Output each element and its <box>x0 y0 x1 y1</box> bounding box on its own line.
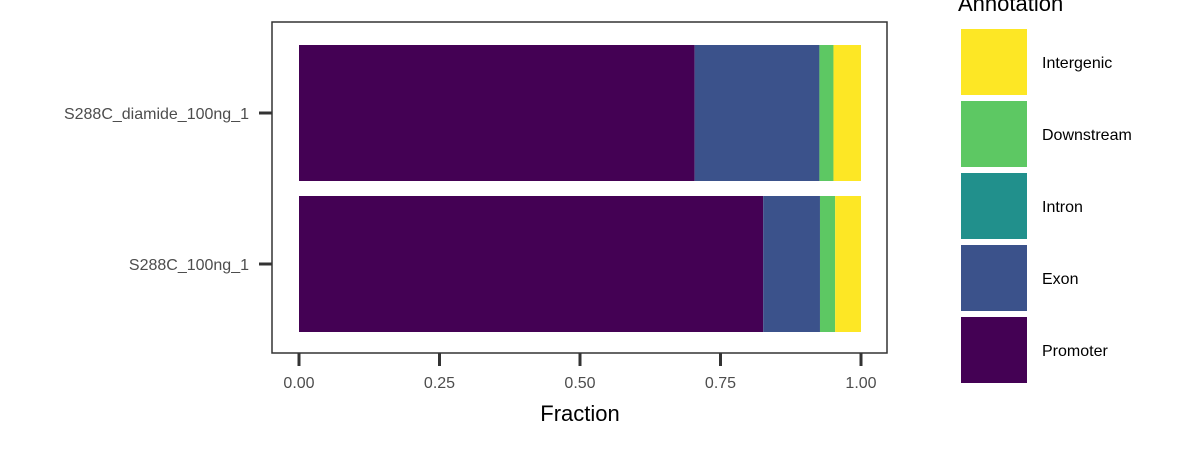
legend-swatch-promoter <box>961 317 1027 383</box>
legend-swatch-intron <box>961 173 1027 239</box>
y-tick-label: S288C_100ng_1 <box>129 257 249 274</box>
x-axis: 0.00 0.25 0.50 0.75 1.00 <box>283 353 877 392</box>
legend-label-promoter: Promoter <box>1042 343 1108 360</box>
bar-segment-downstream-2 <box>819 196 836 332</box>
bar-segment-promoter-2 <box>299 196 764 332</box>
bar-segment-exon-2 <box>763 196 820 332</box>
x-tick-label: 0.50 <box>564 375 595 392</box>
x-axis-title: Fraction <box>540 401 619 426</box>
bar-segment-downstream-1 <box>819 45 834 181</box>
legend-label-intron: Intron <box>1042 199 1083 216</box>
bar-segment-intergenic-2 <box>835 196 861 332</box>
legend-title: Annotation <box>958 0 1063 16</box>
legend-swatch-intergenic <box>961 29 1027 95</box>
x-tick-label: 0.00 <box>283 375 314 392</box>
bar-segment-exon-1 <box>694 45 820 181</box>
x-tick-label: 0.75 <box>705 375 736 392</box>
legend-label-downstream: Downstream <box>1042 127 1132 144</box>
legend-swatch-exon <box>961 245 1027 311</box>
legend: Annotation Intergenic Downstream Intron Exo… <box>958 0 1132 383</box>
bars-group <box>299 45 861 332</box>
x-tick-label: 1.00 <box>845 375 876 392</box>
y-axis: S288C_diamide_100ng_1 S288C_100ng_1 <box>64 106 272 274</box>
x-tick-label: 0.25 <box>424 375 455 392</box>
y-tick-label: S288C_diamide_100ng_1 <box>64 106 249 123</box>
legend-label-intergenic: Intergenic <box>1042 55 1112 72</box>
legend-label-exon: Exon <box>1042 271 1078 288</box>
legend-swatch-downstream <box>961 101 1027 167</box>
bar-segment-intergenic-1 <box>833 45 861 181</box>
bar-segment-promoter-1 <box>299 45 695 181</box>
